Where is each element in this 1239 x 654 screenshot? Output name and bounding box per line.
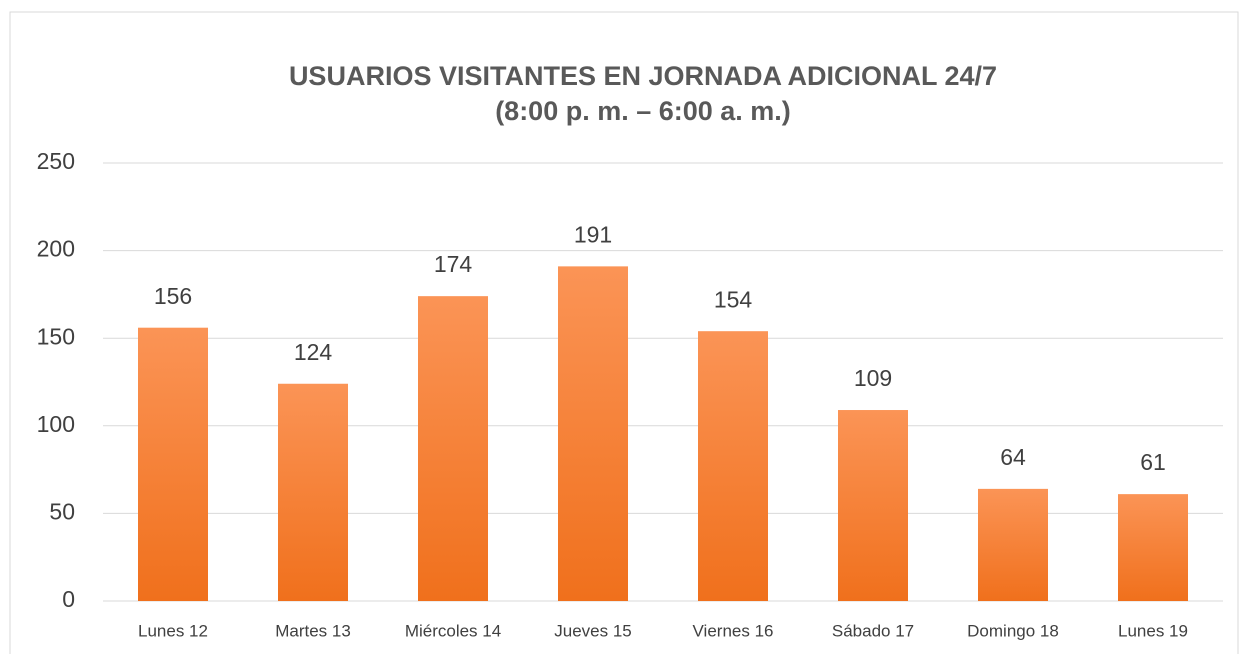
y-tick-label: 250 xyxy=(37,148,75,174)
x-tick-label: Miércoles 14 xyxy=(405,621,501,640)
x-tick-label: Martes 13 xyxy=(275,621,351,640)
chart-subtitle: (8:00 p. m. – 6:00 a. m.) xyxy=(495,96,791,126)
bar xyxy=(698,331,768,601)
bar xyxy=(558,266,628,601)
bar xyxy=(838,410,908,601)
bar xyxy=(278,383,348,601)
value-label: 61 xyxy=(1140,449,1166,475)
y-tick-label: 0 xyxy=(62,586,75,612)
value-label: 109 xyxy=(854,365,892,391)
x-tick-label: Lunes 12 xyxy=(138,621,208,640)
value-label: 154 xyxy=(714,286,753,312)
chart-title: USUARIOS VISITANTES EN JORNADA ADICIONAL… xyxy=(289,61,997,91)
value-label: 174 xyxy=(434,251,473,277)
x-tick-label: Lunes 19 xyxy=(1118,621,1188,640)
value-label: 191 xyxy=(574,221,612,247)
value-label: 156 xyxy=(154,283,192,309)
value-label: 64 xyxy=(1000,444,1026,470)
y-tick-label: 50 xyxy=(49,498,75,524)
y-tick-label: 150 xyxy=(37,323,75,349)
bar xyxy=(418,296,488,601)
bar xyxy=(138,327,208,601)
x-tick-label: Jueves 15 xyxy=(554,621,632,640)
x-tick-label: Viernes 16 xyxy=(693,621,774,640)
bar xyxy=(1118,494,1188,601)
bar xyxy=(978,488,1048,601)
x-tick-label: Domingo 18 xyxy=(967,621,1059,640)
y-tick-label: 200 xyxy=(37,236,75,262)
value-label: 124 xyxy=(294,339,333,365)
x-tick-label: Sábado 17 xyxy=(832,621,914,640)
y-tick-label: 100 xyxy=(37,411,75,437)
